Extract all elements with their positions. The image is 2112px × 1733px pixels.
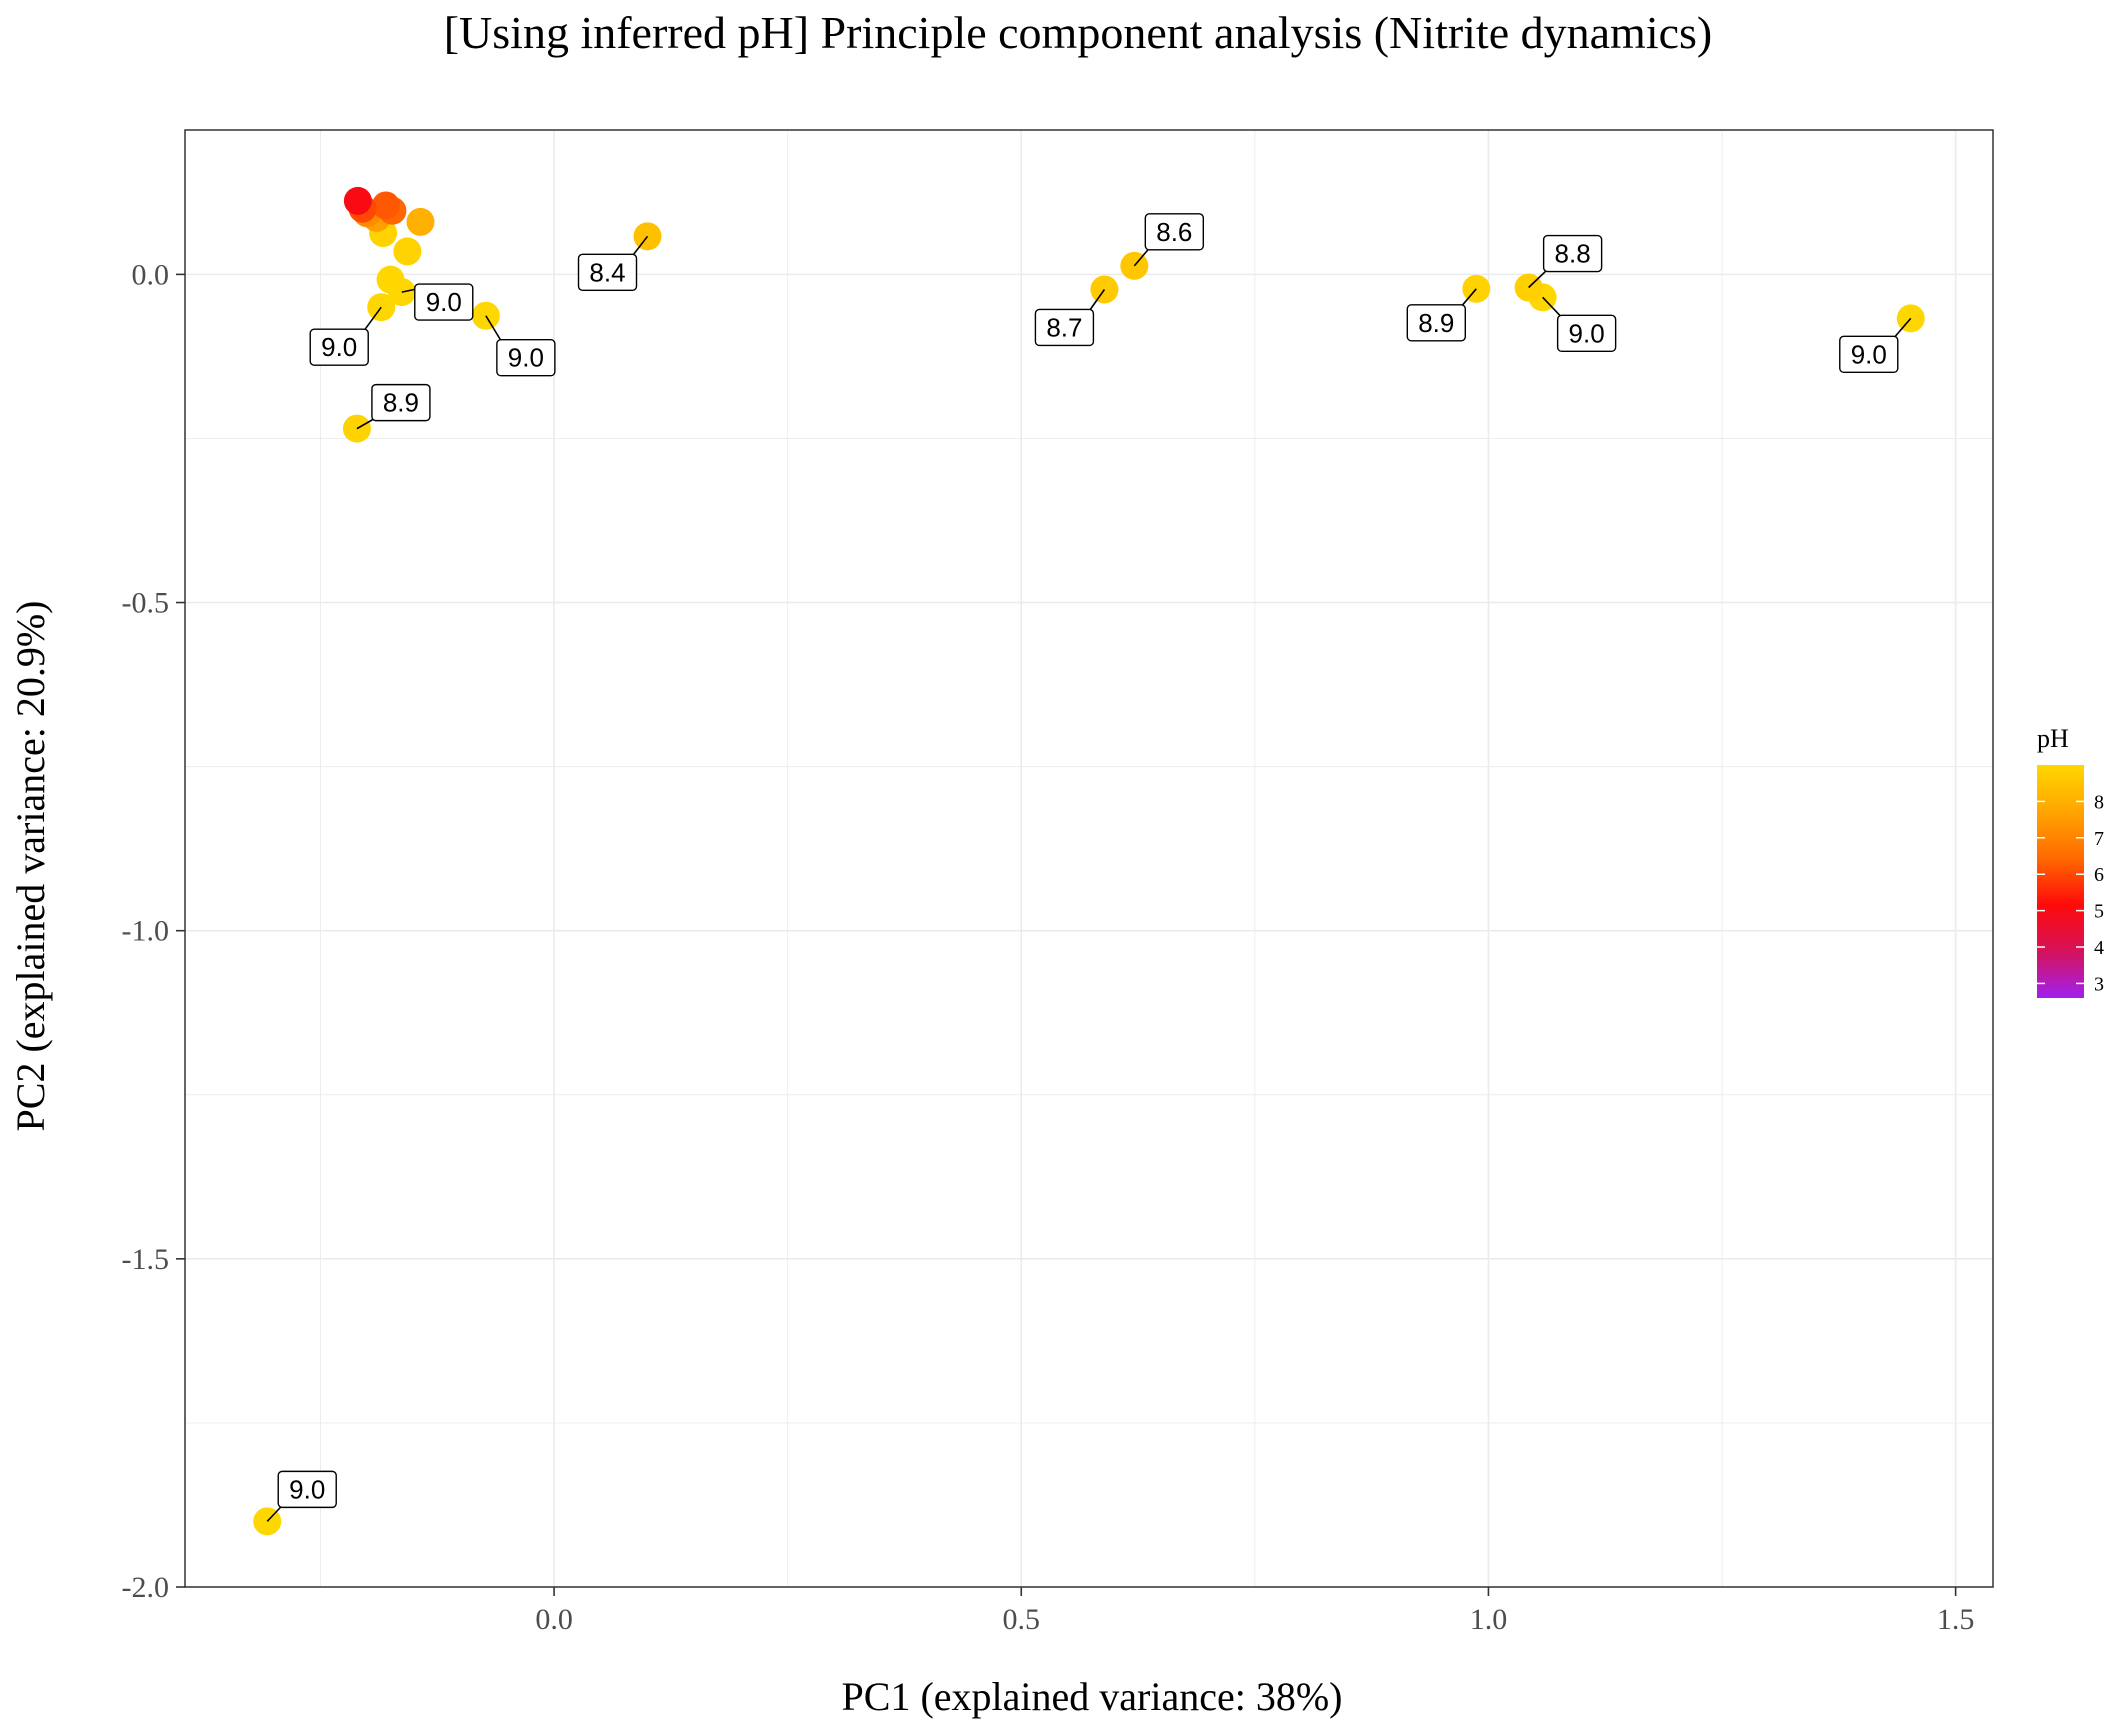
y-axis-title: PC2 (explained variance: 20.9%) xyxy=(8,601,53,1132)
legend-tick-label: 8 xyxy=(2094,791,2104,813)
legend-tick-label: 7 xyxy=(2094,828,2104,850)
grid-lines xyxy=(185,130,1993,1588)
point-label-box xyxy=(414,283,474,321)
y-tick-label: -1.5 xyxy=(122,1243,170,1276)
point-label: 9.0 xyxy=(1851,339,1887,369)
point-label-box xyxy=(496,339,556,377)
x-tick-label: 0.0 xyxy=(535,1603,573,1636)
point-label: 8.7 xyxy=(1046,312,1082,342)
point-label-box xyxy=(371,383,431,422)
point-label: 9.0 xyxy=(426,287,462,317)
y-tick-label: -1.0 xyxy=(122,915,170,948)
point-label: 8.9 xyxy=(1418,308,1454,338)
x-tick-label: 0.5 xyxy=(1003,1603,1041,1636)
data-points xyxy=(253,186,1925,1536)
data-point xyxy=(371,191,400,220)
legend-title: pH xyxy=(2037,724,2069,753)
legend-tick-label: 4 xyxy=(2094,937,2104,959)
point-label: 8.9 xyxy=(383,388,419,418)
point-label: 8.8 xyxy=(1555,239,1591,269)
point-label: 8.4 xyxy=(589,257,625,287)
point-label: 9.0 xyxy=(508,343,544,373)
point-label-box xyxy=(1406,304,1466,342)
x-tick-label: 1.0 xyxy=(1470,1603,1508,1636)
label-leader-line xyxy=(485,315,504,345)
point-label-box xyxy=(1144,213,1205,251)
point-label-box xyxy=(1556,314,1617,353)
point-label-box xyxy=(577,253,638,292)
legend-colorbar xyxy=(2037,765,2084,998)
axes: 0.0 0.5 1.0 1.5 0.0 -0.5 -1.0 -1.5 -2.0 xyxy=(122,258,1975,1636)
y-tick-label: 0.0 xyxy=(132,258,170,291)
point-label-box xyxy=(309,328,369,366)
data-point xyxy=(393,237,422,266)
y-tick-label: -0.5 xyxy=(122,587,170,620)
point-label-box xyxy=(1839,335,1899,374)
point-label-box xyxy=(1542,234,1603,273)
point-label: 9.0 xyxy=(321,332,357,362)
point-label-box xyxy=(1034,308,1095,347)
point-label: 8.6 xyxy=(1156,217,1192,247)
legend-tick-label: 6 xyxy=(2094,864,2104,886)
x-tick-label: 1.5 xyxy=(1937,1603,1975,1636)
point-label-box xyxy=(277,1470,337,1509)
data-point xyxy=(343,186,372,215)
data-point xyxy=(406,207,435,236)
x-axis-title: PC1 (explained variance: 38%) xyxy=(842,1674,1343,1719)
legend-tick-label: 5 xyxy=(2094,901,2104,923)
point-label: 9.0 xyxy=(1569,318,1605,348)
legend: pH 3 4 5 6 7 8 xyxy=(2037,724,2104,998)
point-label: 9.0 xyxy=(289,1474,325,1504)
legend-tick-label: 3 xyxy=(2094,973,2104,995)
point-labels: 9.0 9.0 9.0 8.9 8.4 8.7 8.6 8.9 8.8 9.0 9.0 9.0 xyxy=(266,213,1912,1522)
y-tick-label: -2.0 xyxy=(122,1571,170,1604)
plot-panel-border xyxy=(184,129,1994,1588)
chart-title: [Using inferred pH] Principle component … xyxy=(444,7,1713,58)
